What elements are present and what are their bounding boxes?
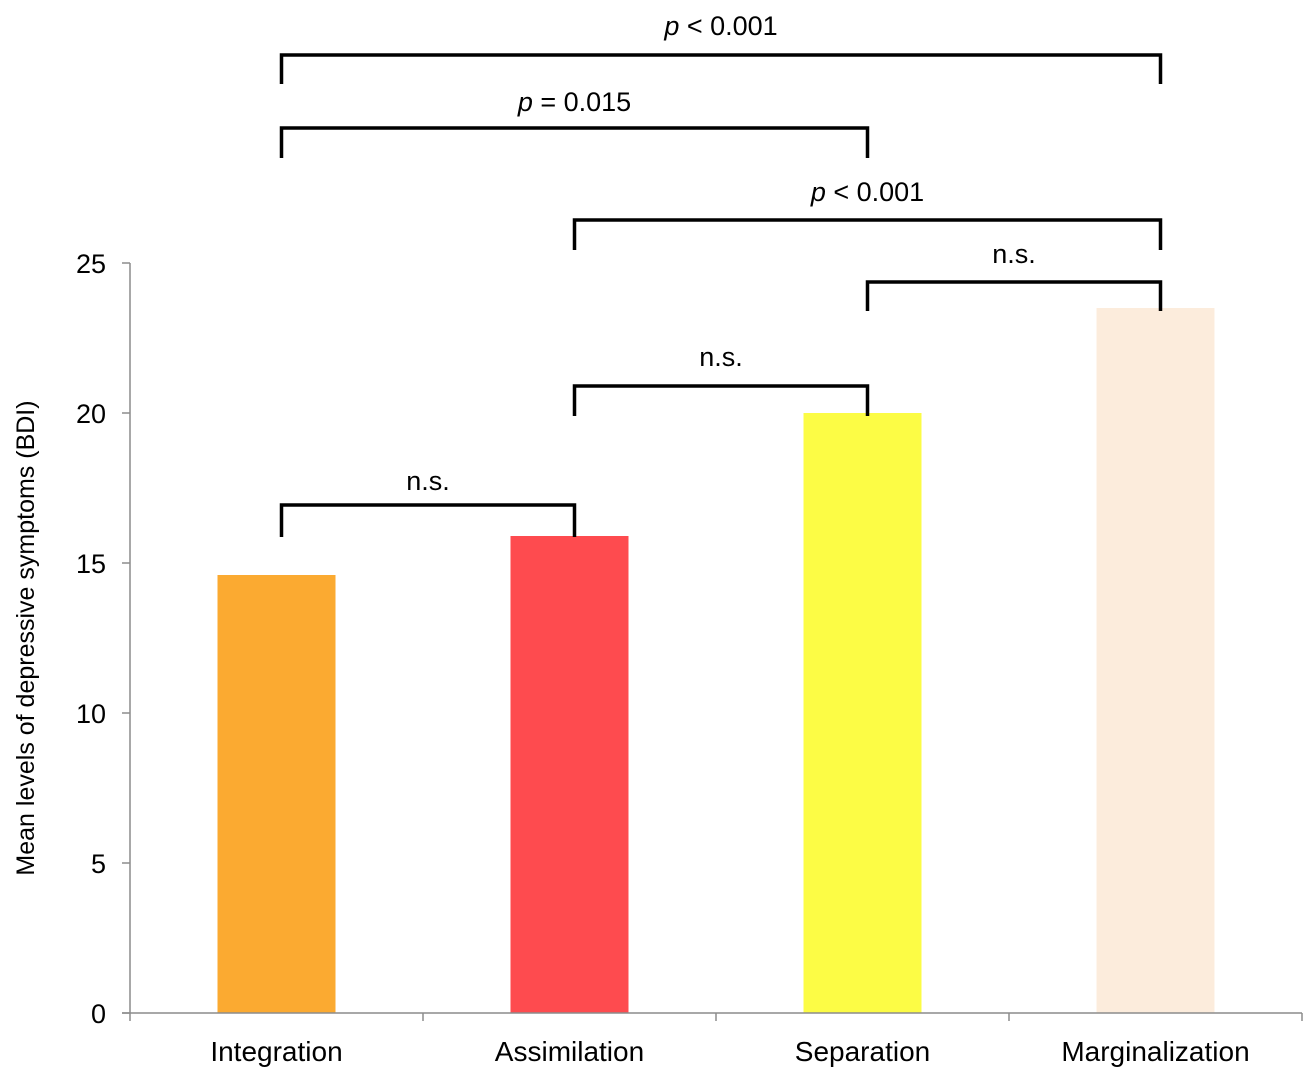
bar-integration: [217, 575, 336, 1013]
significance-bracket: [572, 218, 1163, 250]
x-tick-label-integration: Integration: [210, 1036, 342, 1067]
x-tick-label-assimilation: Assimilation: [495, 1036, 644, 1067]
significance-bracket: [865, 280, 1163, 311]
y-tick-label: 10: [76, 699, 106, 729]
significance-label: n.s.: [699, 342, 743, 372]
significance-bracket: [572, 384, 870, 416]
significance-bracket: [279, 503, 577, 537]
significance-label: n.s.: [992, 239, 1036, 269]
y-axis-title: Mean levels of depressive symptoms (BDI): [12, 400, 40, 875]
y-tick-label: 0: [91, 999, 106, 1029]
significance-label: p = 0.015: [517, 87, 631, 117]
significance-label: p < 0.001: [663, 11, 777, 41]
x-tick-label-separation: Separation: [795, 1036, 930, 1067]
y-tick-label: 25: [76, 249, 106, 279]
significance-label: n.s.: [406, 466, 450, 496]
y-tick-label: 20: [76, 399, 106, 429]
bar-assimilation: [510, 536, 629, 1013]
y-tick-label: 15: [76, 549, 106, 579]
significance-label: p < 0.001: [810, 177, 924, 207]
significance-bracket: [279, 126, 870, 158]
bar-marginalization: [1096, 308, 1215, 1013]
y-tick-label: 5: [91, 849, 106, 879]
significance-bracket: [279, 53, 1163, 84]
bars-group: [217, 308, 1215, 1013]
bar-separation: [803, 413, 922, 1013]
significance-brackets: n.s. n.s. n.s. p < 0.001 p = 0.015 p < 0.001: [279, 11, 1163, 537]
axes-group: 0 5 10 15 20 25 Integration Assimilation Separat…: [76, 249, 1303, 1067]
x-tick-label-marginalization: Marginalization: [1061, 1036, 1249, 1067]
